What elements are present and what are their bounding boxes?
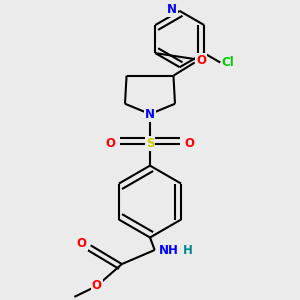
Text: N: N <box>167 3 177 16</box>
Text: S: S <box>146 137 154 150</box>
Text: O: O <box>105 137 115 150</box>
Text: O: O <box>196 53 206 67</box>
Text: O: O <box>92 279 102 292</box>
Text: N: N <box>145 108 155 121</box>
Text: O: O <box>185 137 195 150</box>
Text: Cl: Cl <box>222 56 235 69</box>
Text: O: O <box>77 237 87 250</box>
Text: NH: NH <box>159 244 179 256</box>
Text: H: H <box>183 244 192 256</box>
